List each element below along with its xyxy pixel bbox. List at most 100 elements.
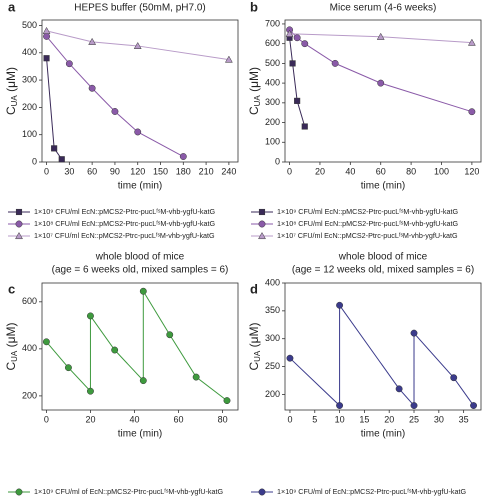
x-tick-label: 80 bbox=[406, 166, 416, 176]
y-axis-label: CUA (μM) bbox=[4, 67, 19, 115]
x-axis-label: time (min) bbox=[361, 181, 405, 192]
chart-title: whole blood of mice bbox=[338, 252, 428, 263]
x-tick-label: 0 bbox=[287, 166, 292, 176]
y-label-main: C bbox=[247, 106, 261, 115]
y-tick-label: 0 bbox=[275, 156, 280, 166]
y-label-sub: UA bbox=[10, 350, 19, 362]
chart-subtitle: (age = 12 weeks old, mixed samples = 6) bbox=[292, 265, 474, 276]
legend-label: 1×10⁸ CFU/ml EcN::pMCS2-Ptrc-pucLᶠˢM-vhb… bbox=[34, 219, 215, 228]
marker bbox=[86, 312, 94, 320]
marker bbox=[15, 220, 23, 228]
y-label-rest: (μM) bbox=[247, 322, 261, 350]
marker bbox=[15, 208, 23, 216]
y-tick-label: 400 bbox=[265, 77, 280, 87]
y-axis-label: CUA (μM) bbox=[247, 322, 262, 370]
plot-frame bbox=[284, 282, 482, 411]
marker bbox=[179, 153, 187, 160]
y-label-rest: (μM) bbox=[4, 67, 18, 95]
marker bbox=[42, 26, 51, 34]
x-tick-label: 120 bbox=[130, 166, 145, 176]
marker bbox=[64, 364, 72, 372]
y-tick-label: 400 bbox=[265, 277, 280, 287]
x-tick-label: 20 bbox=[315, 166, 325, 176]
y-tick-label: 200 bbox=[265, 389, 280, 399]
legend-label: 1×10⁹ CFU/ml of EcN::pMCS2-Ptrc-pucLᶠˢM-… bbox=[277, 487, 467, 496]
marker bbox=[336, 301, 344, 309]
marker bbox=[224, 55, 233, 63]
marker bbox=[43, 55, 50, 62]
series-line bbox=[46, 289, 228, 401]
y-tick-label: 600 bbox=[22, 296, 37, 306]
y-label-rest: (μM) bbox=[4, 322, 18, 350]
y-tick-label: 700 bbox=[265, 18, 280, 28]
x-tick-label: 90 bbox=[110, 166, 120, 176]
marker bbox=[294, 97, 301, 104]
x-axis-label: time (min) bbox=[118, 429, 162, 440]
marker bbox=[293, 34, 301, 42]
marker bbox=[467, 38, 476, 46]
marker bbox=[86, 387, 94, 395]
y-tick-label: 400 bbox=[22, 343, 37, 353]
marker bbox=[58, 156, 65, 163]
panel-label: d bbox=[250, 281, 258, 296]
x-tick-label: 150 bbox=[153, 166, 168, 176]
legend-label: 1×10⁷ CFU/ml EcN::pMCS2-Ptrc-pucLᶠˢM-vhb… bbox=[34, 231, 215, 240]
marker bbox=[51, 145, 58, 152]
marker bbox=[15, 231, 23, 240]
marker bbox=[258, 488, 266, 496]
x-tick-label: 60 bbox=[174, 414, 184, 424]
series-line bbox=[289, 37, 306, 127]
series-line bbox=[289, 29, 473, 113]
marker bbox=[395, 385, 403, 393]
x-tick-label: 120 bbox=[464, 166, 479, 176]
marker bbox=[331, 59, 339, 67]
marker bbox=[133, 41, 142, 49]
x-axis-label: time (min) bbox=[118, 181, 162, 192]
plot-frame bbox=[41, 282, 239, 411]
marker bbox=[301, 123, 308, 130]
marker bbox=[15, 488, 23, 496]
y-tick-label: 600 bbox=[265, 38, 280, 48]
marker bbox=[258, 208, 266, 216]
y-axis-label: CUA (μM) bbox=[4, 322, 19, 370]
panel-label: a bbox=[8, 0, 16, 14]
marker bbox=[42, 338, 50, 346]
y-tick-label: 100 bbox=[265, 137, 280, 147]
y-tick-label: 100 bbox=[22, 129, 37, 139]
x-tick-label: 5 bbox=[312, 414, 317, 424]
y-tick-label: 200 bbox=[22, 390, 37, 400]
marker bbox=[134, 128, 142, 136]
marker bbox=[111, 346, 119, 354]
y-label-rest: (μM) bbox=[247, 67, 261, 95]
legend-label: 1×10⁹ CFU/ml EcN::pMCS2-Ptrc-pucLᶠˢM-vhb… bbox=[34, 207, 216, 216]
marker bbox=[43, 32, 51, 40]
marker bbox=[410, 402, 418, 409]
x-tick-label: 0 bbox=[44, 166, 49, 176]
series-line bbox=[289, 303, 474, 407]
marker bbox=[285, 29, 294, 37]
plot-frame bbox=[284, 19, 482, 163]
x-tick-label: 10 bbox=[335, 414, 345, 424]
marker bbox=[88, 37, 97, 45]
legend-label: 1×10⁷ CFU/ml EcN::pMCS2-Ptrc-pucLᶠˢM-vhb… bbox=[277, 231, 458, 240]
legend-label: 1×10⁹ CFU/ml EcN::pMCS2-Ptrc-pucLᶠˢM-vhb… bbox=[277, 207, 459, 216]
chart-title: HEPES buffer (50mM, pH7.0) bbox=[74, 3, 206, 14]
x-tick-label: 0 bbox=[44, 414, 49, 424]
x-tick-label: 0 bbox=[287, 414, 292, 424]
marker bbox=[258, 231, 266, 240]
y-label-sub: UA bbox=[10, 95, 19, 107]
marker bbox=[111, 108, 119, 115]
y-axis-label: CUA (μM) bbox=[247, 67, 262, 115]
y-tick-label: 500 bbox=[22, 20, 37, 30]
panel-label: b bbox=[250, 0, 258, 14]
y-tick-label: 300 bbox=[22, 74, 37, 84]
series-line bbox=[46, 36, 184, 157]
panel-label: c bbox=[8, 281, 15, 296]
x-tick-label: 20 bbox=[384, 414, 394, 424]
marker bbox=[223, 397, 231, 405]
y-tick-label: 400 bbox=[22, 47, 37, 57]
x-tick-label: 20 bbox=[85, 414, 95, 424]
x-tick-label: 60 bbox=[87, 166, 97, 176]
x-tick-label: 40 bbox=[129, 414, 139, 424]
